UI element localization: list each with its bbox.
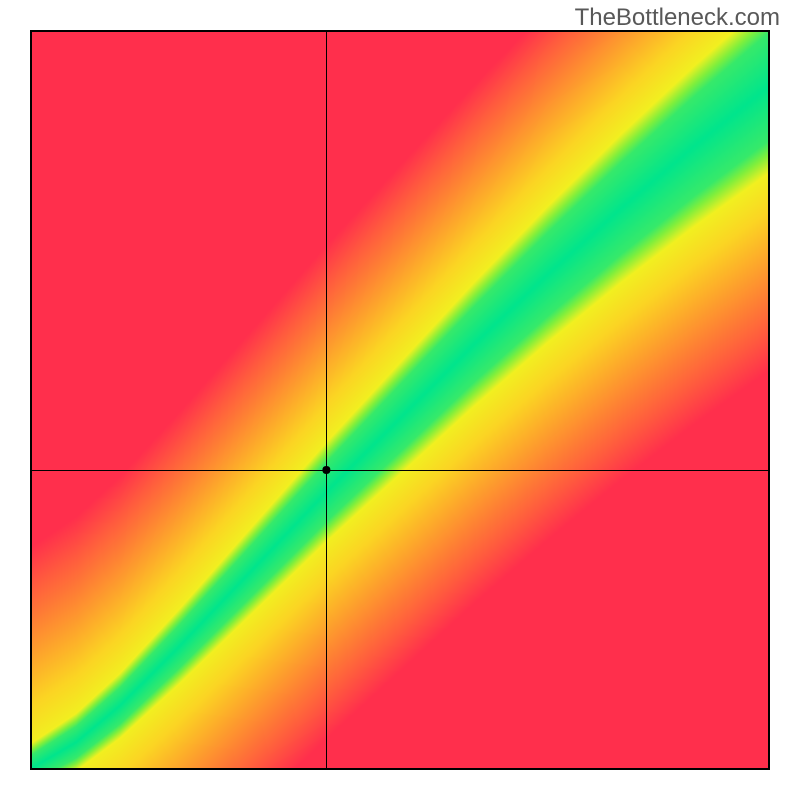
watermark-text: TheBottleneck.com — [575, 4, 780, 32]
heatmap-canvas — [32, 32, 768, 768]
bottleneck-heatmap — [30, 30, 770, 770]
